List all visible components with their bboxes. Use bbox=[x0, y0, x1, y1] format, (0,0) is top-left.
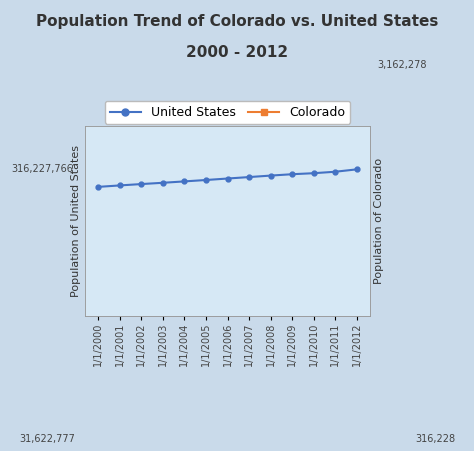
Colorado bbox=[203, 91, 209, 97]
Text: 2000 - 2012: 2000 - 2012 bbox=[186, 45, 288, 60]
Colorado bbox=[268, 79, 273, 84]
United States bbox=[332, 169, 338, 175]
United States bbox=[311, 170, 317, 176]
United States bbox=[289, 171, 295, 177]
United States bbox=[354, 167, 360, 172]
Y-axis label: Population of Colorado: Population of Colorado bbox=[374, 158, 384, 284]
United States bbox=[138, 181, 144, 187]
United States bbox=[268, 173, 273, 178]
Colorado bbox=[117, 102, 123, 107]
United States bbox=[117, 183, 123, 188]
Text: 31,622,777: 31,622,777 bbox=[19, 434, 75, 444]
Colorado bbox=[138, 98, 144, 103]
United States bbox=[160, 180, 166, 185]
United States bbox=[182, 179, 187, 184]
Text: 316,227,766: 316,227,766 bbox=[11, 164, 73, 175]
Text: 316,228: 316,228 bbox=[415, 434, 455, 444]
United States bbox=[225, 176, 230, 181]
Y-axis label: Population of United States: Population of United States bbox=[71, 145, 81, 297]
Colorado bbox=[311, 70, 317, 75]
Colorado bbox=[289, 73, 295, 78]
Colorado bbox=[225, 87, 230, 93]
Line: United States: United States bbox=[96, 167, 359, 189]
Legend: United States, Colorado: United States, Colorado bbox=[105, 101, 350, 124]
Colorado bbox=[160, 96, 166, 101]
Text: Population Trend of Colorado vs. United States: Population Trend of Colorado vs. United … bbox=[36, 14, 438, 28]
Colorado bbox=[246, 83, 252, 89]
Text: 3,162,278: 3,162,278 bbox=[377, 60, 426, 70]
United States bbox=[246, 175, 252, 180]
Colorado bbox=[182, 94, 187, 99]
United States bbox=[203, 177, 209, 183]
Line: Colorado: Colorado bbox=[96, 63, 359, 112]
Colorado bbox=[332, 66, 338, 72]
United States bbox=[95, 184, 101, 189]
Colorado bbox=[354, 63, 360, 68]
Colorado bbox=[95, 107, 101, 112]
